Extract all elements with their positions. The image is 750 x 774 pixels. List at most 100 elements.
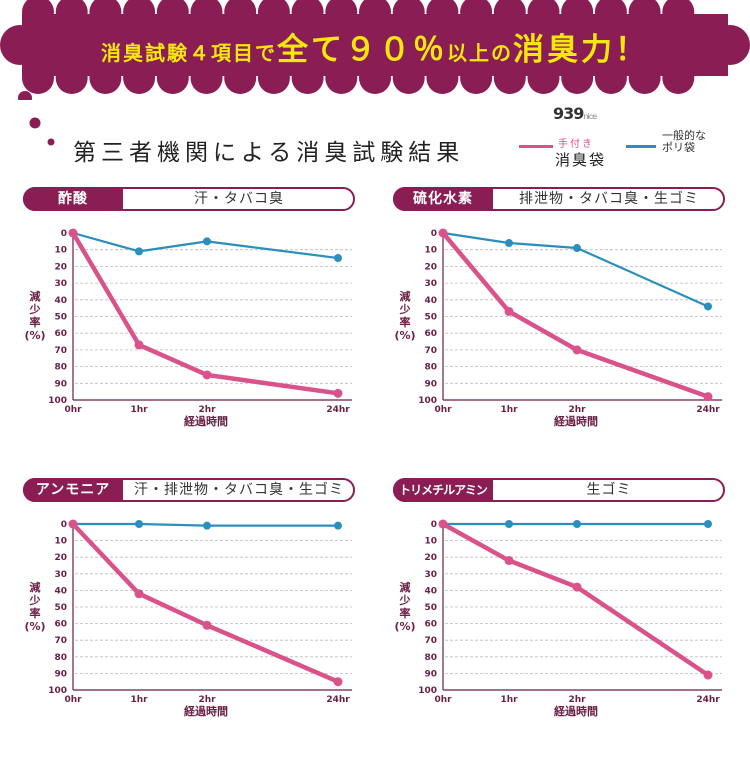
series-line-deodorant-bag	[440, 521, 711, 678]
y-tick-label: 90	[424, 379, 437, 389]
x-tick-label: 1hr	[500, 695, 518, 705]
data-point-plastic-bag	[203, 237, 211, 246]
chart-description-label: 汗・タバコ臭	[194, 191, 284, 207]
legend-blue-swatch	[626, 145, 656, 148]
data-point-deodorant-bag	[68, 519, 78, 529]
legend-pink-swatch	[519, 145, 553, 148]
y-axis-label: (%)	[394, 329, 415, 342]
y-tick-label: 100	[48, 396, 67, 406]
data-point-deodorant-bag	[68, 228, 78, 238]
y-tick-label: 100	[418, 396, 437, 406]
y-tick-label: 30	[424, 570, 437, 580]
headline-banner	[0, 0, 750, 100]
y-tick-label: 80	[424, 363, 437, 373]
data-point-deodorant-bag	[333, 388, 343, 398]
y-axis-label: 少	[399, 593, 411, 607]
brand-logo: 939nice	[553, 104, 597, 123]
data-point-deodorant-bag	[438, 228, 448, 238]
y-tick-label: 10	[424, 246, 437, 256]
y-tick-label: 20	[54, 262, 67, 272]
x-tick-label: 24hr	[326, 695, 350, 705]
data-point-deodorant-bag	[202, 370, 212, 380]
x-tick-label: 24hr	[326, 405, 350, 415]
y-tick-label: 100	[418, 686, 437, 696]
y-tick-label: 50	[54, 313, 67, 323]
y-tick-label: 40	[424, 586, 437, 596]
y-tick-label: 30	[424, 279, 437, 289]
data-point-deodorant-bag	[134, 340, 144, 350]
x-tick-label: 1hr	[500, 405, 518, 415]
x-tick-label: 24hr	[696, 695, 720, 705]
chart-category-label: 硫化水素	[393, 187, 493, 211]
x-tick-label: 2hr	[198, 405, 216, 415]
y-tick-label: 90	[424, 669, 437, 679]
y-axis-label: 率	[400, 606, 411, 620]
y-tick-label: 0	[431, 229, 437, 239]
y-tick-label: 50	[424, 313, 437, 323]
x-tick-label: 2hr	[198, 695, 216, 705]
x-axis-label: 経過時間	[554, 414, 598, 428]
chart-description-label: 汗・排泄物・タバコ臭・生ゴミ	[134, 482, 344, 498]
y-tick-label: 80	[424, 653, 437, 663]
data-point-plastic-bag	[505, 520, 513, 528]
chart-header-tag: トリメチルアミン 生ゴミ	[393, 478, 725, 502]
data-point-plastic-bag	[573, 244, 581, 253]
data-point-plastic-bag	[334, 521, 342, 530]
y-axis-label: 減	[30, 289, 41, 303]
y-tick-label: 70	[424, 636, 437, 646]
legend-blue-label-line1: 一般的な	[662, 129, 706, 142]
y-tick-label: 0	[431, 520, 437, 530]
x-tick-label: 1hr	[130, 405, 148, 415]
y-tick-label: 10	[54, 537, 67, 547]
x-tick-label: 0hr	[434, 405, 452, 415]
x-tick-label: 0hr	[434, 695, 452, 705]
data-point-deodorant-bag	[202, 620, 212, 630]
thought-dot-medium	[29, 117, 41, 129]
data-point-plastic-bag	[505, 239, 513, 248]
section-title: 第三者機関による消臭試験結果	[73, 140, 465, 166]
data-point-deodorant-bag	[572, 345, 582, 355]
x-axis-label: 経過時間	[554, 704, 598, 718]
y-tick-label: 70	[54, 346, 67, 356]
chart-header-tag: アンモニア 汗・排泄物・タバコ臭・生ゴミ	[23, 478, 355, 502]
x-tick-label: 0hr	[64, 695, 82, 705]
x-tick-label: 2hr	[568, 405, 586, 415]
headline-part2: 全て９０％	[277, 32, 447, 68]
y-tick-label: 60	[424, 620, 437, 630]
x-tick-label: 2hr	[568, 695, 586, 705]
x-tick-label: 24hr	[696, 405, 720, 415]
data-point-deodorant-bag	[504, 306, 514, 316]
y-tick-label: 0	[61, 520, 67, 530]
y-tick-label: 20	[424, 262, 437, 272]
legend-pink-label-bottom: 消臭袋	[555, 151, 607, 169]
y-axis-label: (%)	[24, 620, 45, 633]
y-tick-label: 100	[48, 686, 67, 696]
y-tick-label: 10	[54, 246, 67, 256]
headline-part4: 消臭力！	[513, 32, 649, 68]
y-tick-label: 40	[54, 586, 67, 596]
series-line-deodorant-bag	[70, 230, 341, 396]
y-tick-label: 50	[54, 603, 67, 613]
y-axis-label: 減	[400, 289, 411, 303]
data-point-deodorant-bag	[438, 519, 448, 529]
y-axis-label: 少	[29, 302, 41, 316]
y-tick-label: 50	[424, 603, 437, 613]
y-axis-label: 率	[400, 315, 411, 329]
data-point-deodorant-bag	[572, 582, 582, 592]
data-point-plastic-bag	[135, 520, 143, 528]
y-tick-label: 60	[54, 620, 67, 630]
y-tick-label: 70	[424, 346, 437, 356]
data-point-plastic-bag	[573, 520, 581, 528]
series-line-deodorant-bag	[440, 230, 711, 399]
chart-header-tag: 硫化水素 排泄物・タバコ臭・生ゴミ	[393, 187, 725, 211]
y-tick-label: 40	[424, 296, 437, 306]
thought-dot-large	[18, 91, 32, 100]
thought-dot-small	[47, 138, 55, 146]
chart-description-label: 生ゴミ	[586, 482, 632, 498]
y-axis-label: 少	[399, 302, 411, 316]
y-axis-label: 減	[400, 580, 411, 594]
y-tick-label: 70	[54, 636, 67, 646]
